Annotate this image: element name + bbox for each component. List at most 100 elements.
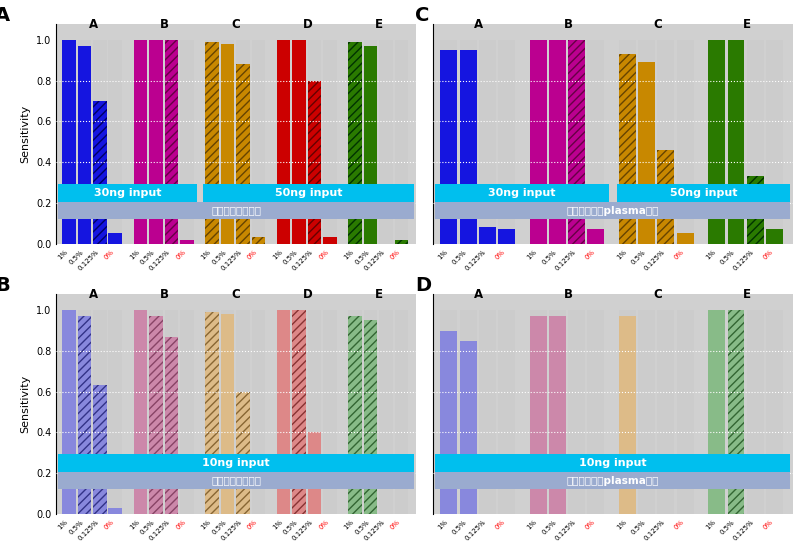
Bar [108,310,122,514]
Bar [205,312,219,514]
Text: 10ng input: 10ng input [203,458,270,468]
Bar [436,472,790,490]
Bar [323,310,336,514]
Bar [441,40,457,244]
Bar [149,40,163,244]
Bar [479,227,496,244]
Bar [78,316,91,514]
Bar [292,40,306,244]
Bar [708,310,725,514]
Bar [568,40,585,244]
Bar [460,50,477,244]
Bar [62,40,76,244]
Bar [658,40,674,244]
Bar [708,310,725,514]
Bar [149,316,163,514]
Bar [134,310,147,514]
Bar [221,310,235,514]
Bar [323,238,336,244]
Text: E: E [376,18,383,31]
Bar [134,310,147,514]
Bar [617,184,790,202]
Bar [205,310,219,514]
Bar [277,40,291,244]
Text: A: A [0,6,10,25]
Text: C: C [231,18,240,31]
Bar [498,310,515,514]
Bar [441,50,457,244]
Bar [165,310,178,514]
Bar [436,184,609,202]
Bar [479,40,496,244]
Bar [395,240,409,244]
Bar [727,310,744,514]
Bar [134,40,147,244]
Text: B: B [564,288,573,301]
Bar [658,150,674,244]
Text: A: A [88,288,98,301]
Bar [708,40,725,244]
Bar [348,40,362,244]
Bar [308,81,321,244]
Bar [62,310,76,514]
Bar [308,432,321,514]
Bar [529,310,546,514]
Bar [134,40,147,244]
Bar [277,310,291,514]
Bar [436,202,790,219]
Bar [292,310,306,514]
Text: C: C [653,288,662,301]
Bar [205,40,219,244]
Bar [180,240,194,244]
Bar [252,310,265,514]
Bar [587,40,604,244]
Bar [292,310,306,514]
Bar [236,64,250,244]
Bar [529,316,546,514]
Bar [93,101,107,244]
Bar [108,508,122,514]
Bar [93,310,107,514]
Bar [441,310,457,514]
Bar [308,40,321,244]
Bar [568,40,585,244]
Bar [658,150,674,244]
Bar [93,386,107,514]
Bar [348,316,362,514]
Bar [252,238,265,244]
Bar [292,310,306,514]
Text: 30ng input: 30ng input [94,188,162,197]
Bar [441,331,457,514]
Bar [747,310,763,514]
Bar [364,40,377,244]
Bar [677,310,694,514]
Text: D: D [303,18,312,31]
Bar [348,42,362,244]
Bar [323,40,336,244]
Text: 模拟髓系肿瘤plasma样本: 模拟髓系肿瘤plasma样本 [566,206,659,216]
Text: E: E [743,288,751,301]
Bar [252,238,265,244]
Bar [395,40,409,244]
Bar [498,40,515,244]
Bar [221,314,235,514]
Bar [379,310,392,514]
Bar [58,472,414,490]
Bar [619,54,636,244]
Bar [619,40,636,244]
Bar [180,310,194,514]
Bar [165,40,178,244]
Bar [58,184,197,202]
Bar [348,310,362,514]
Bar [766,310,783,514]
Bar [766,229,783,244]
Bar [549,40,566,244]
Text: A: A [88,18,98,31]
Bar [379,40,392,244]
Bar [78,310,91,514]
Bar [292,40,306,244]
Bar [568,310,585,514]
Text: E: E [743,18,751,31]
Text: C: C [415,6,429,25]
Bar [395,310,409,514]
